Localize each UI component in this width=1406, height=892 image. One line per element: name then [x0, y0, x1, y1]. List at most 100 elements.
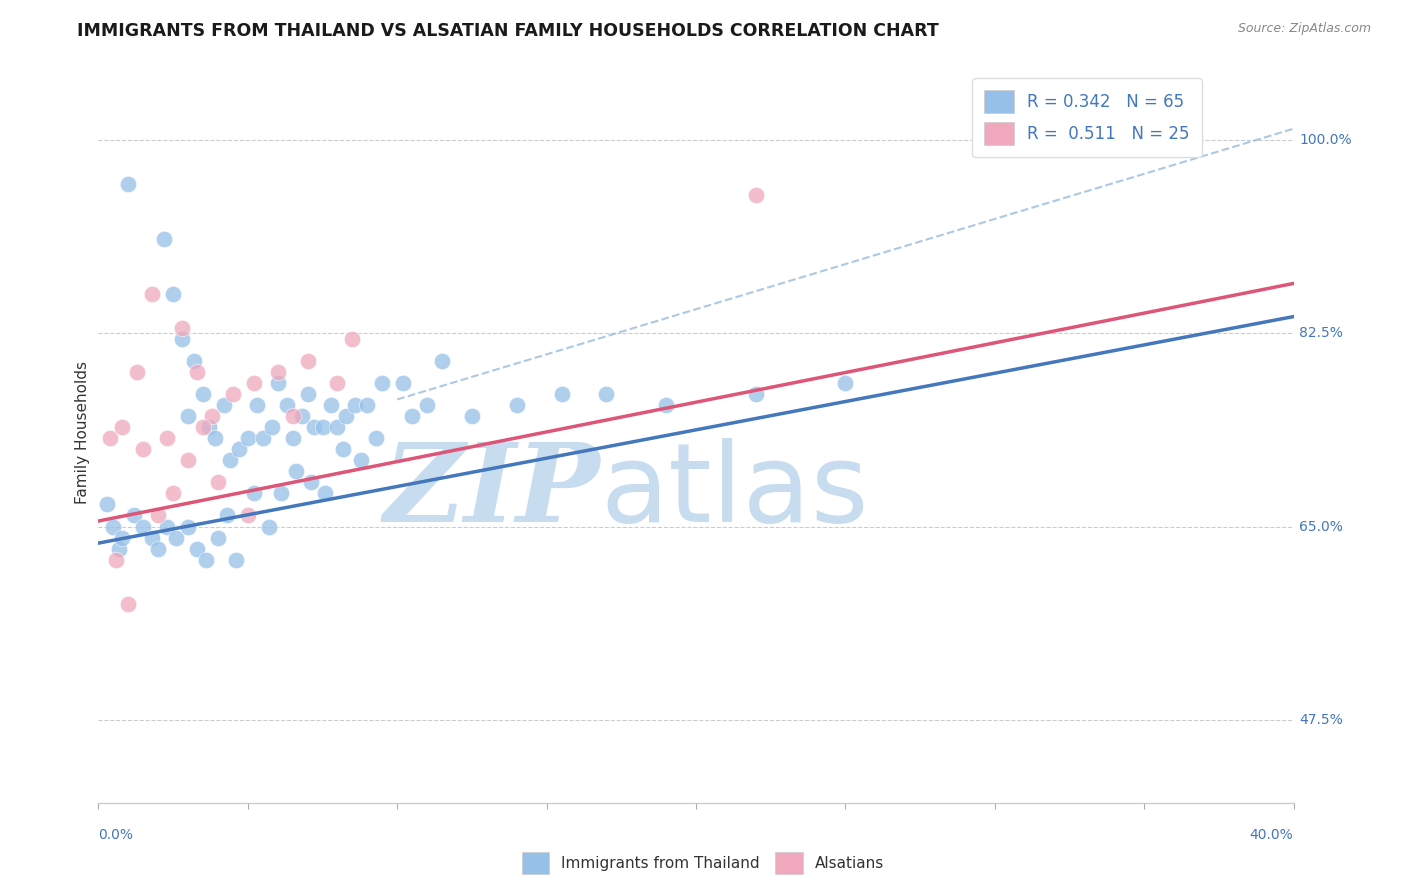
Point: [162, 486, 184, 500]
Point: [96, 498, 118, 512]
Point: [156, 519, 179, 533]
Point: [311, 420, 333, 434]
Point: [297, 353, 319, 368]
Point: [344, 398, 367, 412]
Point: [332, 442, 354, 457]
Point: [219, 453, 242, 467]
Point: [141, 287, 163, 301]
Point: [141, 531, 163, 545]
Point: [350, 453, 373, 467]
Point: [207, 531, 229, 545]
Point: [124, 508, 146, 523]
Point: [132, 519, 155, 533]
Point: [321, 398, 343, 412]
Text: IMMIGRANTS FROM THAILAND VS ALSATIAN FAMILY HOUSEHOLDS CORRELATION CHART: IMMIGRANTS FROM THAILAND VS ALSATIAN FAM…: [77, 22, 939, 40]
Text: atlas: atlas: [600, 438, 869, 545]
Point: [246, 398, 269, 412]
Text: 65.0%: 65.0%: [1299, 519, 1343, 533]
Point: [371, 376, 394, 390]
Point: [430, 353, 453, 368]
Point: [153, 232, 176, 246]
Point: [550, 387, 572, 401]
Point: [177, 409, 200, 423]
Point: [595, 387, 617, 401]
Text: 40.0%: 40.0%: [1250, 828, 1294, 842]
Point: [356, 398, 378, 412]
Point: [132, 442, 155, 457]
Text: ZIP: ZIP: [384, 438, 600, 546]
Point: [105, 552, 128, 566]
Point: [165, 531, 187, 545]
Point: [281, 431, 304, 445]
Point: [291, 409, 314, 423]
Point: [299, 475, 322, 490]
Point: [186, 541, 208, 556]
Point: [267, 365, 290, 379]
Point: [342, 332, 364, 346]
Point: [302, 420, 325, 434]
Point: [117, 597, 139, 611]
Point: [401, 409, 423, 423]
Point: [243, 376, 266, 390]
Point: [228, 442, 250, 457]
Point: [207, 475, 229, 490]
Point: [260, 420, 283, 434]
Point: [108, 541, 131, 556]
Point: [222, 387, 245, 401]
Text: 47.5%: 47.5%: [1299, 713, 1343, 727]
Point: [111, 531, 134, 545]
Point: [103, 519, 125, 533]
Y-axis label: Family Households: Family Households: [75, 361, 90, 504]
Point: [745, 387, 768, 401]
Point: [215, 508, 238, 523]
Point: [267, 376, 290, 390]
Point: [148, 541, 170, 556]
Text: 0.0%: 0.0%: [98, 828, 134, 842]
Point: [195, 552, 218, 566]
Point: [326, 420, 349, 434]
Point: [315, 486, 337, 500]
Point: [236, 431, 259, 445]
Point: [204, 431, 226, 445]
Point: [183, 353, 205, 368]
Point: [461, 409, 484, 423]
Text: 82.5%: 82.5%: [1299, 326, 1343, 340]
Point: [212, 398, 235, 412]
Point: [335, 409, 357, 423]
Point: [225, 552, 247, 566]
Point: [297, 387, 319, 401]
Legend: R = 0.342   N = 65, R =  0.511   N = 25: R = 0.342 N = 65, R = 0.511 N = 25: [973, 78, 1202, 157]
Point: [655, 398, 678, 412]
Legend: Immigrants from Thailand, Alsatians: Immigrants from Thailand, Alsatians: [516, 846, 890, 880]
Point: [281, 409, 304, 423]
Point: [177, 519, 200, 533]
Point: [201, 409, 224, 423]
Point: [172, 332, 194, 346]
Point: [191, 387, 214, 401]
Point: [186, 365, 208, 379]
Point: [834, 376, 856, 390]
Point: [326, 376, 349, 390]
Point: [172, 320, 194, 334]
Point: [284, 464, 307, 478]
Point: [252, 431, 274, 445]
Point: [148, 508, 170, 523]
Point: [236, 508, 259, 523]
Point: [127, 365, 149, 379]
Point: [745, 188, 768, 202]
Point: [117, 177, 139, 191]
Point: [162, 287, 184, 301]
Point: [111, 420, 134, 434]
Point: [156, 431, 179, 445]
Point: [506, 398, 529, 412]
Point: [243, 486, 266, 500]
Point: [416, 398, 439, 412]
Text: 100.0%: 100.0%: [1299, 133, 1353, 147]
Point: [191, 420, 214, 434]
Point: [198, 420, 221, 434]
Point: [177, 453, 200, 467]
Point: [270, 486, 292, 500]
Text: Source: ZipAtlas.com: Source: ZipAtlas.com: [1237, 22, 1371, 36]
Point: [366, 431, 388, 445]
Point: [276, 398, 298, 412]
